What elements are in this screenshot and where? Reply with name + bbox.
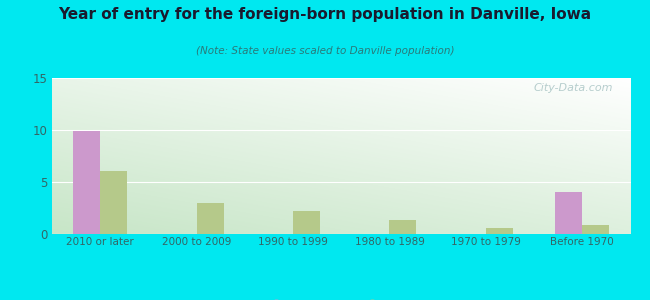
Bar (555, 192, 582, 234)
Bar (582, 225, 609, 234)
Bar (196, 203, 224, 234)
Bar (73, 131, 100, 234)
Text: Year of entry for the foreign-born population in Danville, Iowa: Year of entry for the foreign-born popul… (58, 8, 592, 22)
Text: City-Data.com: City-Data.com (534, 83, 613, 93)
Text: (Note: State values scaled to Danville population): (Note: State values scaled to Danville p… (196, 46, 454, 56)
Bar (293, 211, 320, 234)
Bar (100, 171, 127, 234)
Legend: Danville, Iowa: Danville, Iowa (259, 295, 424, 300)
Bar (389, 220, 417, 234)
Bar (486, 228, 513, 234)
